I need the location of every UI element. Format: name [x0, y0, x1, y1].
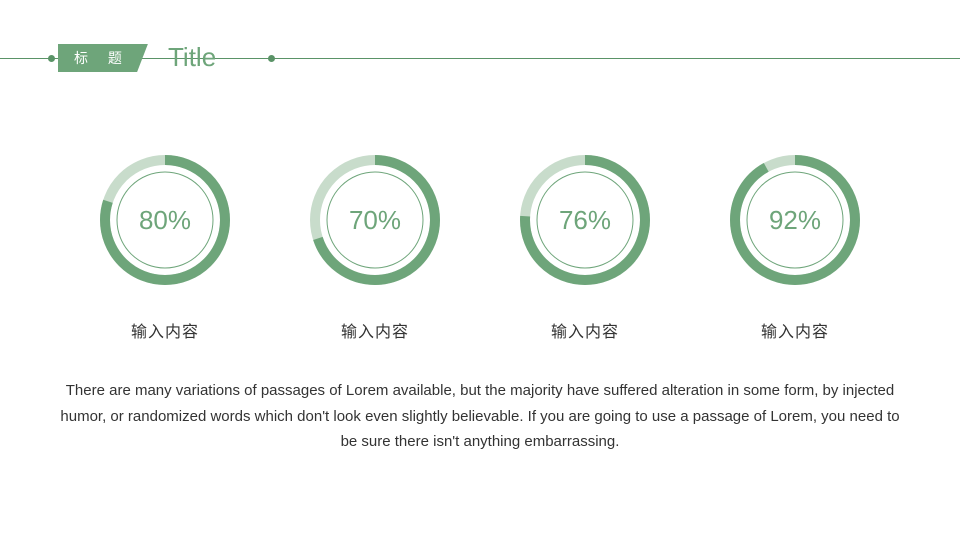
- header-tag: 标 题: [58, 44, 148, 72]
- header-dot-right: [268, 55, 275, 62]
- gauge-value-text: 92%: [769, 205, 821, 235]
- gauge-value-text: 80%: [139, 205, 191, 235]
- gauge-label: 输入内容: [761, 318, 829, 342]
- gauge-label: 输入内容: [551, 318, 619, 342]
- gauge-item: 92% 输入内容: [725, 150, 865, 342]
- gauge-value-text: 70%: [349, 205, 401, 235]
- gauge-label: 输入内容: [341, 318, 409, 342]
- gauge-item: 80% 输入内容: [95, 150, 235, 342]
- gauge-ring: 80%: [95, 150, 235, 290]
- gauge-item: 70% 输入内容: [305, 150, 445, 342]
- header-divider-line: [0, 58, 960, 59]
- header-dot-left: [48, 55, 55, 62]
- gauge-value-text: 76%: [559, 205, 611, 235]
- gauge-label: 输入内容: [131, 318, 199, 342]
- gauge-ring: 70%: [305, 150, 445, 290]
- gauge-row: 80% 输入内容 70% 输入内容 76% 输入内容 92% 输入内容: [0, 150, 960, 342]
- gauge-ring: 92%: [725, 150, 865, 290]
- body-paragraph: There are many variations of passages of…: [50, 378, 910, 455]
- gauge-ring: 76%: [515, 150, 655, 290]
- page-title: Title: [168, 42, 216, 73]
- header-tag-label: 标 题: [74, 48, 130, 68]
- gauge-item: 76% 输入内容: [515, 150, 655, 342]
